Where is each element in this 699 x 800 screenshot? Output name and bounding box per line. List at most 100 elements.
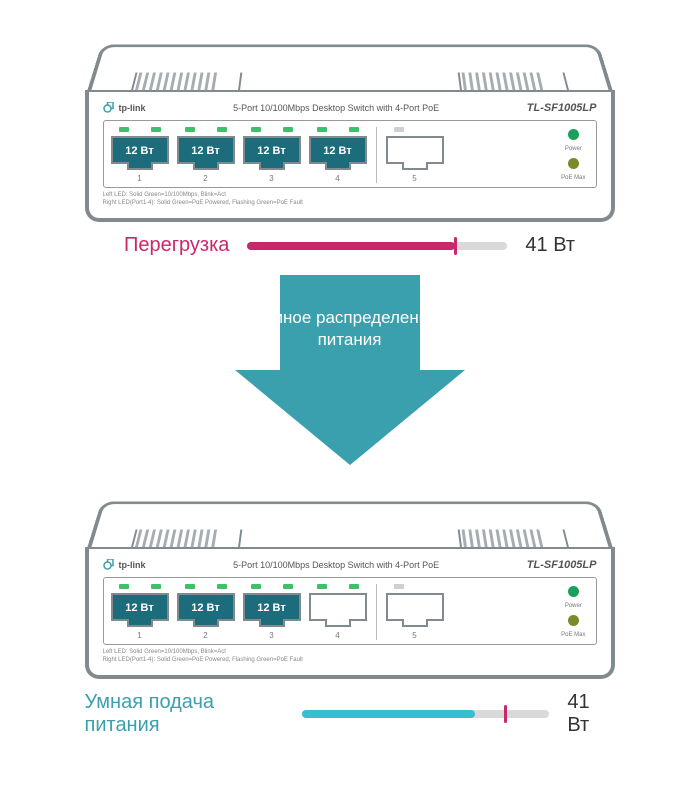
bar-fill [247,242,455,250]
device-model: TL-SF1005LP [527,102,597,114]
port-number: 2 [203,174,207,183]
port-led [217,584,227,589]
rj45-port: 12 Вт [242,592,302,628]
port-number: 5 [412,174,416,183]
port-led [283,127,293,132]
port-led [217,127,227,132]
port-1: 12 Вт 1 [110,584,170,640]
brand-text: tp-link [119,103,146,113]
port-number: 3 [269,174,273,183]
rj45-port [308,592,368,628]
legend-line: Left LED: Solid Green=10/100Mbps, Blink=… [103,192,597,200]
ports-top: 12 Вт 1 12 Вт 2 12 Вт 3 12 Вт 4 5 [110,127,445,183]
port-2: 12 Вт 2 [176,127,236,183]
rj45-port: 12 Вт [242,135,302,171]
rj45-port: 12 Вт [176,135,236,171]
port-2: 12 Вт 2 [176,584,236,640]
port-led [349,584,359,589]
smart-arrow: Умное распределение питания [235,275,465,509]
status-dot [568,158,579,169]
port-number: 3 [269,631,273,640]
port-5: 5 [385,584,445,640]
rj45-port [385,592,445,628]
brand: tp-link [103,559,146,571]
bar-fill [302,710,475,718]
status-label: Power [565,603,582,609]
legend: Left LED: Solid Green=10/100Mbps, Blink=… [103,649,597,665]
status-leds: Power PoE Max [557,127,589,181]
port-separator [376,127,377,183]
port-led [151,584,161,589]
rj45-port: 12 Вт [176,592,236,628]
status-label: PoE Max [561,632,585,638]
port-led [317,127,327,132]
status-dot [568,615,579,626]
port-number: 2 [203,631,207,640]
port-panel: 12 Вт 1 12 Вт 2 12 Вт 3 4 5 Power PoE Max [103,577,597,645]
brand-text: tp-link [119,560,146,570]
port-number: 4 [335,631,339,640]
bar-label: Умная подача питания [85,691,285,737]
port-4: 12 Вт 4 [308,127,368,183]
port-separator [376,584,377,640]
port-led [317,584,327,589]
legend-line: Right LED(Port1-4): Solid Green=PoE Powe… [103,657,597,665]
port-led [251,127,261,132]
port-4: 4 [308,584,368,640]
legend-line: Right LED(Port1-4): Solid Green=PoE Powe… [103,200,597,208]
port-led [185,584,195,589]
arrow-text: Умное распределение питания [235,307,465,351]
device-front: tp-link 5-Port 10/100Mbps Desktop Switch… [85,90,615,222]
bar-value: 41 Вт [567,691,614,737]
rj45-port: 12 Вт [308,135,368,171]
legend-line: Left LED: Solid Green=10/100Mbps, Blink=… [103,649,597,657]
brand: tp-link [103,102,146,114]
device-subtitle: 5-Port 10/100Mbps Desktop Switch with 4-… [233,103,439,113]
device-subtitle: 5-Port 10/100Mbps Desktop Switch with 4-… [233,560,439,570]
port-led [394,127,404,132]
port-led [119,127,129,132]
ports-bottom: 12 Вт 1 12 Вт 2 12 Вт 3 4 5 [110,584,445,640]
port-panel: 12 Вт 1 12 Вт 2 12 Вт 3 12 Вт 4 5 Power PoE Max [103,120,597,188]
bar-track [302,710,549,718]
bar-track [247,242,507,250]
bar-overload: Перегрузка 41 Вт [85,234,615,257]
rj45-port: 12 Вт [110,135,170,171]
brand-logo-icon [103,102,115,114]
status-label: PoE Max [561,175,585,181]
port-led [251,584,261,589]
legend: Left LED: Solid Green=10/100Mbps, Blink=… [103,192,597,208]
port-number: 1 [137,174,141,183]
bar-value: 41 Вт [525,234,575,257]
arrow-icon [235,275,465,465]
port-1: 12 Вт 1 [110,127,170,183]
bar-smart: Умная подача питания 41 Вт [85,691,615,737]
port-led [349,127,359,132]
port-5: 5 [385,127,445,183]
port-number: 4 [335,174,339,183]
port-led [394,584,404,589]
rj45-port: 12 Вт [110,592,170,628]
diagram-root: tp-link 5-Port 10/100Mbps Desktop Switch… [0,20,699,737]
brand-logo-icon [103,559,115,571]
port-number: 1 [137,631,141,640]
rj45-port [385,135,445,171]
port-number: 5 [412,631,416,640]
bar-tick [504,705,507,723]
bar-label: Перегрузка [124,234,229,257]
device-smart: tp-link 5-Port 10/100Mbps Desktop Switch… [85,477,615,679]
port-led [151,127,161,132]
port-3: 12 Вт 3 [242,127,302,183]
status-dot [568,129,579,140]
status-label: Power [565,146,582,152]
bar-tick [454,237,457,255]
device-model: TL-SF1005LP [527,559,597,571]
port-led [185,127,195,132]
port-3: 12 Вт 3 [242,584,302,640]
status-leds: Power PoE Max [557,584,589,638]
port-led [119,584,129,589]
status-dot [568,586,579,597]
port-led [283,584,293,589]
device-overload: tp-link 5-Port 10/100Mbps Desktop Switch… [85,20,615,222]
device-front: tp-link 5-Port 10/100Mbps Desktop Switch… [85,547,615,679]
